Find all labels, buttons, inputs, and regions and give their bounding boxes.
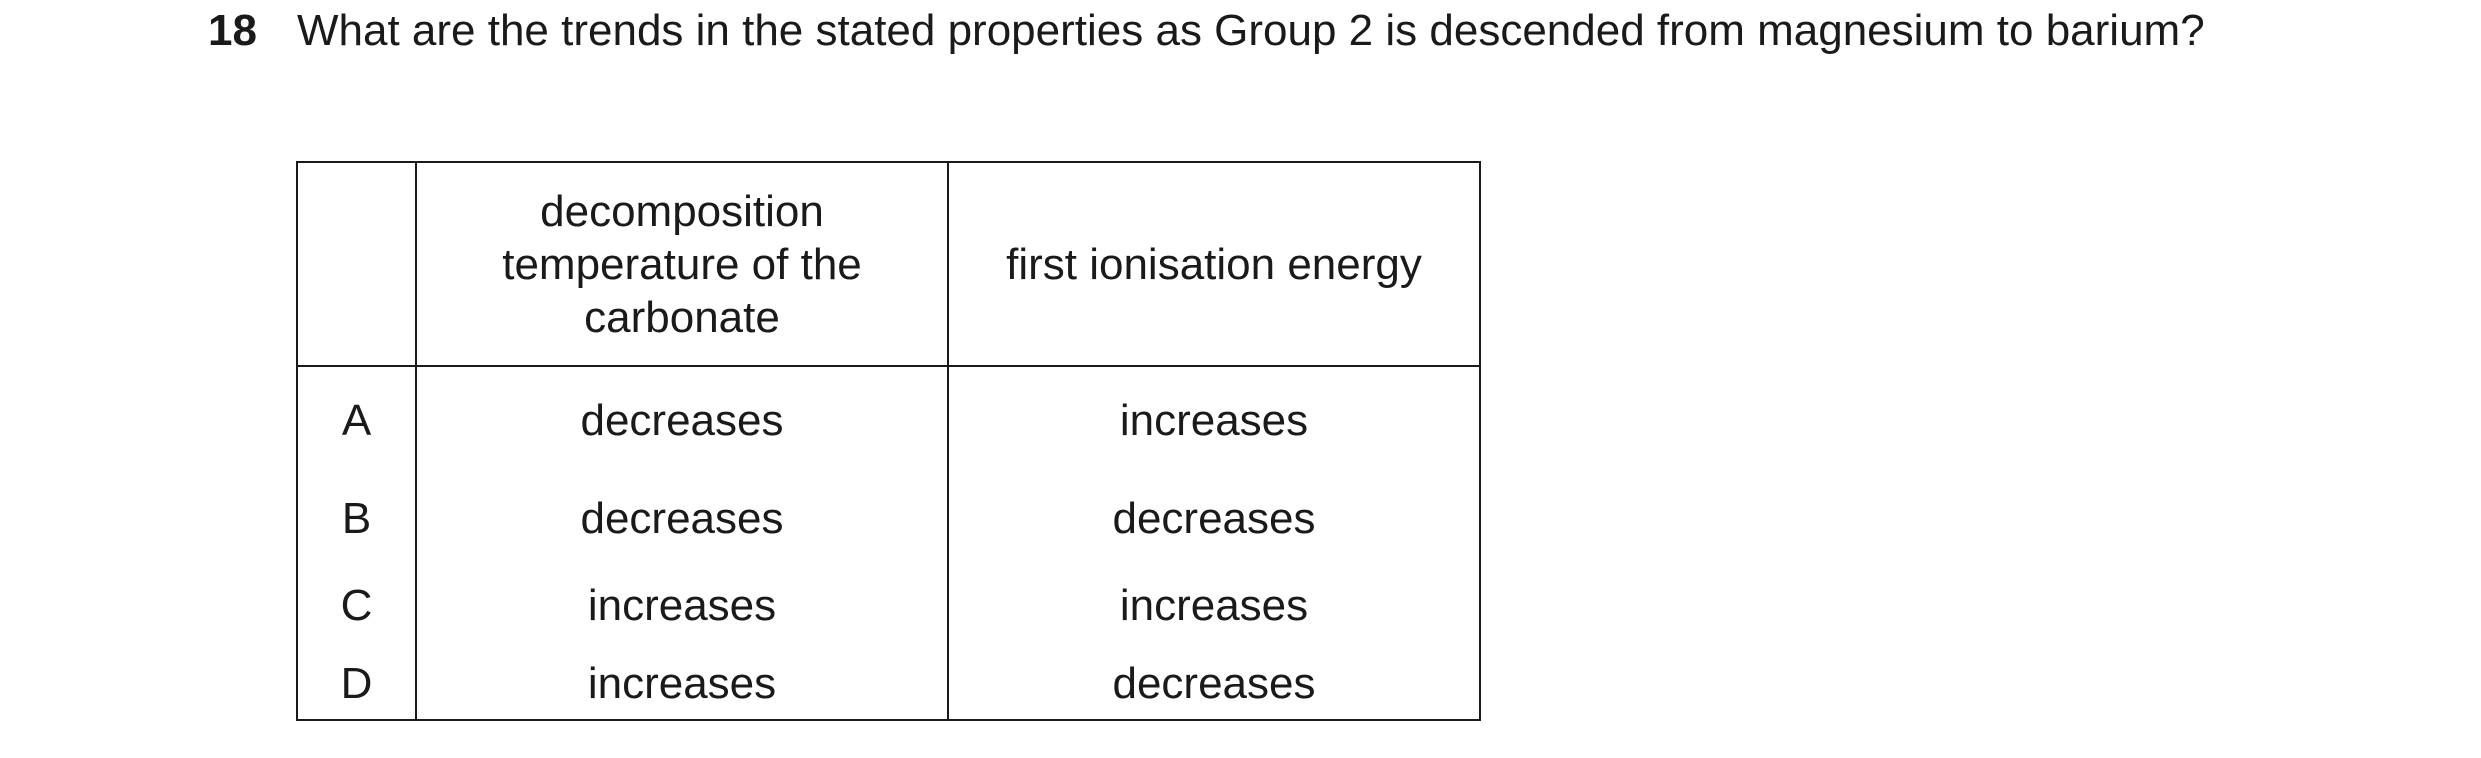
table-header-row: decomposition temperature of the carbona…: [296, 161, 1481, 367]
option-b-ionisation: decreases: [947, 475, 1481, 562]
option-d-decomposition: increases: [415, 649, 949, 721]
option-a-decomposition: decreases: [415, 366, 949, 475]
table-row: D increases decreases: [296, 649, 1481, 721]
option-b-decomposition: decreases: [415, 475, 949, 562]
question-text: What are the trends in the stated proper…: [297, 6, 2205, 55]
question-number: 18: [208, 6, 257, 55]
table-row: B decreases decreases: [296, 475, 1481, 562]
option-letter-b: B: [296, 475, 417, 562]
header-letter-cell: [296, 161, 417, 367]
header-col1-line1: decomposition: [540, 186, 824, 236]
table-row: A decreases increases: [296, 366, 1481, 475]
option-a-ionisation: increases: [947, 366, 1481, 475]
answer-options-table: decomposition temperature of the carbona…: [296, 161, 1481, 721]
option-letter-d: D: [296, 649, 417, 721]
option-c-ionisation: increases: [947, 562, 1481, 649]
option-c-decomposition: increases: [415, 562, 949, 649]
option-d-ionisation: decreases: [947, 649, 1481, 721]
header-first-ionisation-energy: first ionisation energy: [947, 161, 1481, 367]
header-col1-line2: temperature of the: [502, 239, 862, 289]
header-col1-line3: carbonate: [584, 292, 780, 342]
table-row: C increases increases: [296, 562, 1481, 649]
option-letter-a: A: [296, 366, 417, 475]
header-decomposition-temperature: decomposition temperature of the carbona…: [415, 161, 949, 367]
option-letter-c: C: [296, 562, 417, 649]
